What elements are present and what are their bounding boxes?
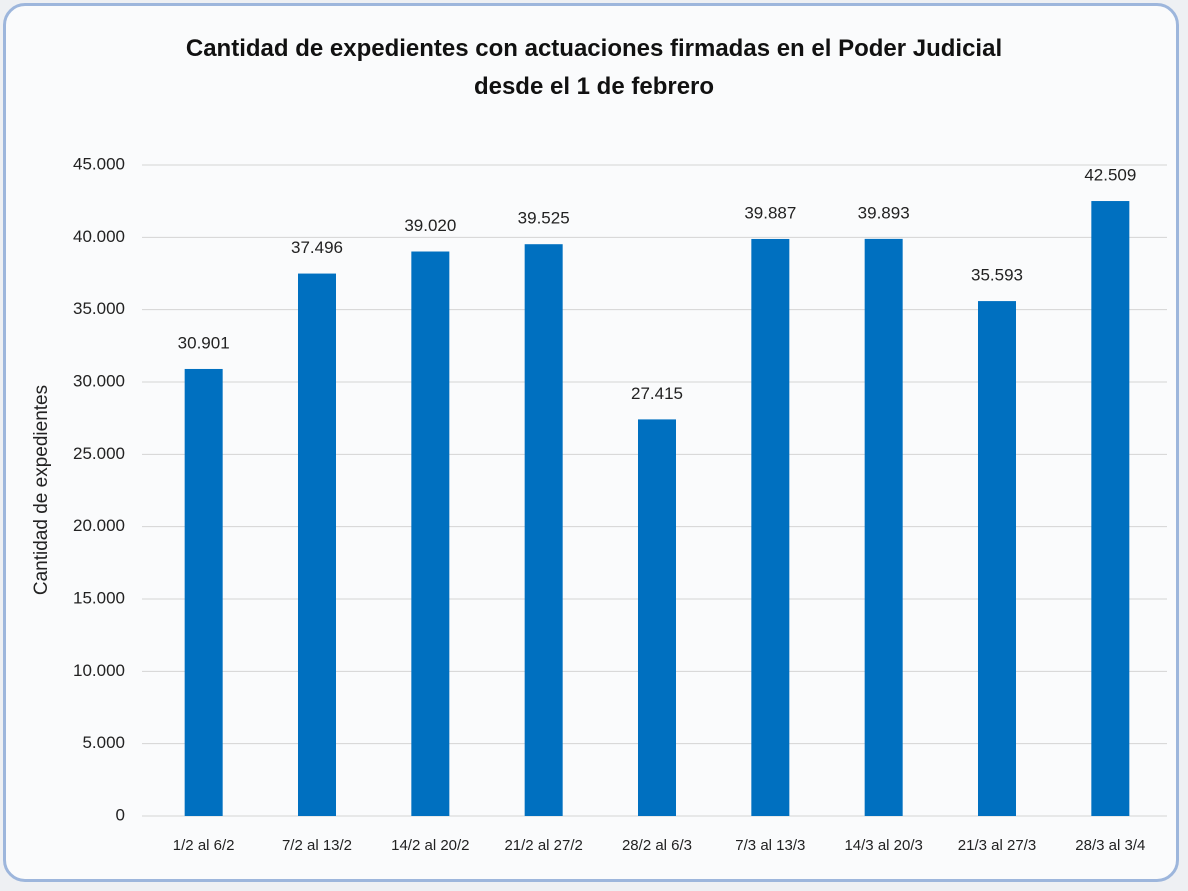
- bar: [524, 244, 563, 816]
- x-tick-label: 28/2 al 6/3: [622, 837, 692, 854]
- y-tick-label: 0: [116, 805, 125, 824]
- data-label: 39.887: [744, 203, 796, 222]
- y-tick-label: 5.000: [82, 733, 125, 752]
- x-tick-label: 28/3 al 3/4: [1075, 837, 1145, 854]
- y-tick-label: 35.000: [73, 299, 125, 318]
- bar: [184, 368, 223, 816]
- data-label: 35.593: [971, 266, 1023, 285]
- data-label: 39.525: [518, 209, 570, 228]
- x-tick-label: 14/3 al 20/3: [844, 837, 922, 854]
- x-tick-label: 7/3 al 13/3: [735, 837, 805, 854]
- y-tick-label: 40.000: [73, 227, 125, 246]
- y-tick-label: 25.000: [73, 444, 125, 463]
- x-tick-label: 1/2 al 6/2: [173, 837, 235, 854]
- x-tick-label: 7/2 al 13/2: [282, 837, 352, 854]
- bar: [751, 238, 790, 816]
- bar: [1091, 201, 1130, 816]
- data-label: 37.496: [291, 238, 343, 257]
- y-tick-label: 45.000: [73, 154, 125, 173]
- x-tick-label: 14/2 al 20/2: [391, 837, 469, 854]
- data-label: 39.020: [404, 216, 456, 235]
- bar: [978, 301, 1016, 817]
- bar: [864, 238, 903, 816]
- y-tick-label: 10.000: [73, 661, 125, 680]
- bar: [411, 251, 450, 816]
- data-label: 30.901: [178, 333, 230, 352]
- bar: [638, 419, 676, 816]
- data-label: 39.893: [858, 203, 910, 222]
- data-label: 42.509: [1084, 166, 1136, 185]
- y-tick-label: 20.000: [73, 516, 125, 535]
- x-tick-label: 21/3 al 27/3: [958, 837, 1036, 854]
- data-label: 27.415: [631, 384, 683, 403]
- y-tick-label: 30.000: [73, 371, 125, 390]
- y-tick-label: 15.000: [73, 588, 125, 607]
- bar: [298, 273, 336, 816]
- chart-title: Cantidad de expedientes con actuaciones …: [185, 35, 1003, 100]
- x-tick-label: 21/2 al 27/2: [504, 837, 582, 854]
- y-axis-label: Cantidad de expedientes: [31, 385, 52, 595]
